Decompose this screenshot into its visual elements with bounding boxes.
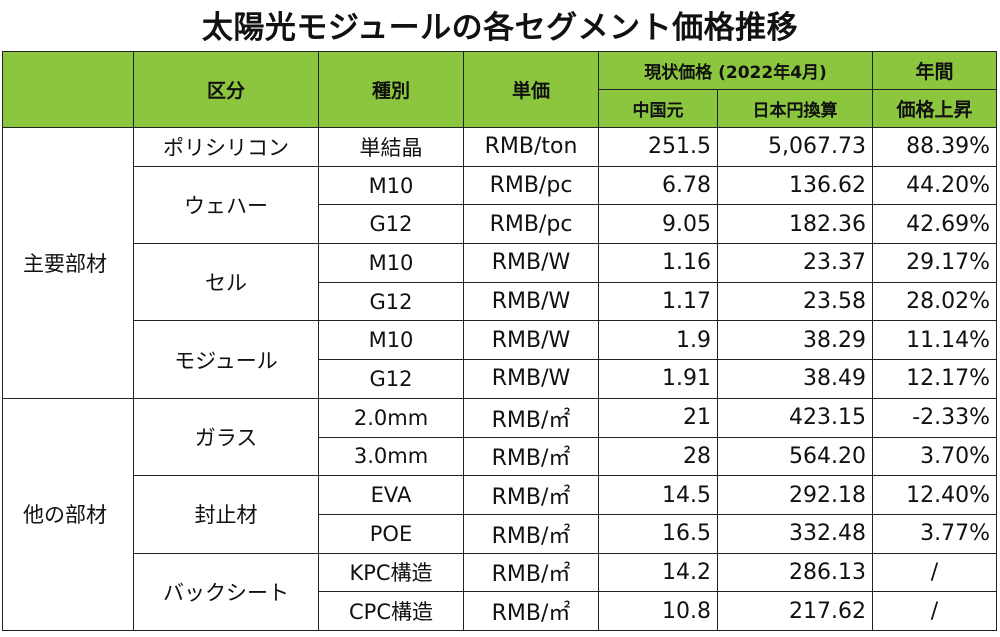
cny-cell: 6.78 bbox=[598, 165, 718, 206]
type-cell: 3.0mm bbox=[318, 436, 464, 477]
cny-cell: 16.5 bbox=[598, 513, 718, 554]
jpy-cell: 286.13 bbox=[716, 552, 874, 593]
jpy-cell: 5,067.73 bbox=[716, 127, 874, 167]
item-label: ウェハー bbox=[133, 165, 319, 245]
header-unit: 単価 bbox=[463, 51, 599, 128]
unit-cell: RMB/W bbox=[463, 281, 599, 322]
cny-cell: 9.05 bbox=[598, 204, 718, 245]
jpy-cell: 564.20 bbox=[716, 436, 874, 477]
jpy-cell: 423.15 bbox=[716, 397, 874, 438]
jpy-cell: 136.62 bbox=[716, 165, 874, 206]
type-cell: M10 bbox=[318, 243, 464, 283]
type-cell: KPC構造 bbox=[318, 552, 464, 593]
unit-cell: RMB/㎡ bbox=[463, 475, 599, 515]
rise-cell: 11.14% bbox=[872, 320, 998, 361]
page-title: 太陽光モジュールの各セグメント価格推移 bbox=[201, 9, 799, 46]
cny-cell: 1.9 bbox=[598, 320, 718, 361]
price-table: 区分 種別 単価 現状価格 (2022年4月) 年間 中国元 日本円換算 価格上… bbox=[2, 51, 998, 631]
rise-cell: / bbox=[872, 591, 998, 631]
header-current-price: 現状価格 (2022年4月) bbox=[597, 51, 874, 90]
cny-cell: 1.16 bbox=[598, 243, 718, 283]
header-jpy: 日本円換算 bbox=[716, 89, 874, 128]
table-row: 他の部材 ガラス 2.0mm RMB/㎡ 21 423.15 -2.33% bbox=[2, 397, 998, 631]
table-row: 3.0mm RMB/㎡ 28 564.20 3.70% bbox=[3, 436, 998, 477]
rise-cell: -2.33% bbox=[872, 397, 998, 438]
cny-cell: 21 bbox=[598, 397, 718, 438]
unit-cell: RMB/W bbox=[463, 320, 599, 361]
type-cell: G12 bbox=[318, 204, 464, 245]
header-cell-group bbox=[2, 51, 134, 128]
item-label: モジュール bbox=[133, 320, 319, 399]
rise-cell: 12.17% bbox=[872, 359, 998, 399]
item-label: ポリシリコン bbox=[133, 127, 319, 167]
unit-cell: RMB/㎡ bbox=[463, 436, 599, 477]
rise-cell: / bbox=[872, 552, 998, 593]
type-cell: POE bbox=[318, 513, 464, 554]
unit-cell: RMB/㎡ bbox=[463, 552, 599, 593]
jpy-cell: 38.29 bbox=[716, 320, 874, 361]
cny-cell: 28 bbox=[598, 436, 718, 477]
item-label: 封止材 bbox=[133, 475, 319, 554]
rise-cell: 28.02% bbox=[872, 281, 998, 322]
type-cell: CPC構造 bbox=[318, 591, 464, 631]
jpy-cell: 38.49 bbox=[716, 359, 874, 399]
item-label: ガラス bbox=[133, 397, 319, 477]
table-row: バックシート KPC構造 RMB/㎡ 14.2 286.13 / bbox=[3, 552, 998, 631]
rise-cell: 12.40% bbox=[872, 475, 998, 515]
type-cell: M10 bbox=[318, 320, 464, 361]
cny-cell: 251.5 bbox=[598, 127, 718, 167]
item-label: セル bbox=[133, 243, 319, 322]
unit-cell: RMB/W bbox=[463, 243, 599, 283]
rise-cell: 42.69% bbox=[872, 204, 998, 245]
cny-cell: 14.5 bbox=[598, 475, 718, 515]
jpy-cell: 217.62 bbox=[716, 591, 874, 631]
header-category: 区分 bbox=[133, 51, 319, 128]
rise-cell: 29.17% bbox=[872, 243, 998, 283]
type-cell: G12 bbox=[318, 359, 464, 399]
cny-cell: 14.2 bbox=[598, 552, 718, 593]
jpy-cell: 332.48 bbox=[716, 513, 874, 554]
type-cell: M10 bbox=[318, 165, 464, 206]
jpy-cell: 292.18 bbox=[716, 475, 874, 515]
header-type: 種別 bbox=[318, 51, 464, 128]
table-row: CPC構造 RMB/㎡ 10.8 217.62 / bbox=[3, 591, 998, 631]
header-annual: 年間 bbox=[872, 51, 998, 90]
unit-cell: RMB/㎡ bbox=[463, 397, 599, 438]
unit-cell: RMB/pc bbox=[463, 165, 599, 206]
type-cell: EVA bbox=[318, 475, 464, 515]
jpy-cell: 23.58 bbox=[716, 281, 874, 322]
group-label: 主要部材 bbox=[2, 127, 134, 399]
jpy-cell: 182.36 bbox=[716, 204, 874, 245]
table-row: G12 RMB/W 1.91 38.49 12.17% bbox=[3, 359, 998, 399]
unit-cell: RMB/㎡ bbox=[463, 591, 599, 631]
type-cell: G12 bbox=[318, 281, 464, 322]
cny-cell: 10.8 bbox=[598, 591, 718, 631]
table-row: 封止材 EVA RMB/㎡ 14.5 292.18 12.40% bbox=[3, 475, 998, 554]
unit-cell: RMB/pc bbox=[463, 204, 599, 245]
unit-cell: RMB/㎡ bbox=[463, 513, 599, 554]
rise-cell: 3.77% bbox=[872, 513, 998, 554]
cny-cell: 1.91 bbox=[598, 359, 718, 399]
group-label: 他の部材 bbox=[2, 397, 134, 631]
table-row: モジュール M10 RMB/W 1.9 38.29 11.14% bbox=[3, 320, 998, 399]
type-cell: 単結晶 bbox=[318, 127, 464, 167]
table-row: 主要部材 ポリシリコン 単結晶 RMB/ton 251.5 5,067.73 8… bbox=[2, 127, 998, 399]
table-row: POE RMB/㎡ 16.5 332.48 3.77% bbox=[3, 513, 998, 554]
rise-cell: 44.20% bbox=[872, 165, 998, 206]
cny-cell: 1.17 bbox=[598, 281, 718, 322]
rise-cell: 3.70% bbox=[872, 436, 998, 477]
table-row: G12 RMB/W 1.17 23.58 28.02% bbox=[3, 281, 998, 322]
type-cell: 2.0mm bbox=[318, 397, 464, 438]
rise-cell: 88.39% bbox=[872, 127, 998, 167]
item-label: バックシート bbox=[133, 552, 319, 631]
unit-cell: RMB/ton bbox=[463, 127, 599, 167]
header-cny: 中国元 bbox=[598, 89, 718, 128]
unit-cell: RMB/W bbox=[463, 359, 599, 399]
jpy-cell: 23.37 bbox=[716, 243, 874, 283]
table-row: ウェハー M10 RMB/pc 6.78 136.62 44.20% bbox=[3, 165, 998, 245]
header-price-rise: 価格上昇 bbox=[872, 89, 998, 128]
table-row: セル M10 RMB/W 1.16 23.37 29.17% bbox=[3, 243, 998, 322]
